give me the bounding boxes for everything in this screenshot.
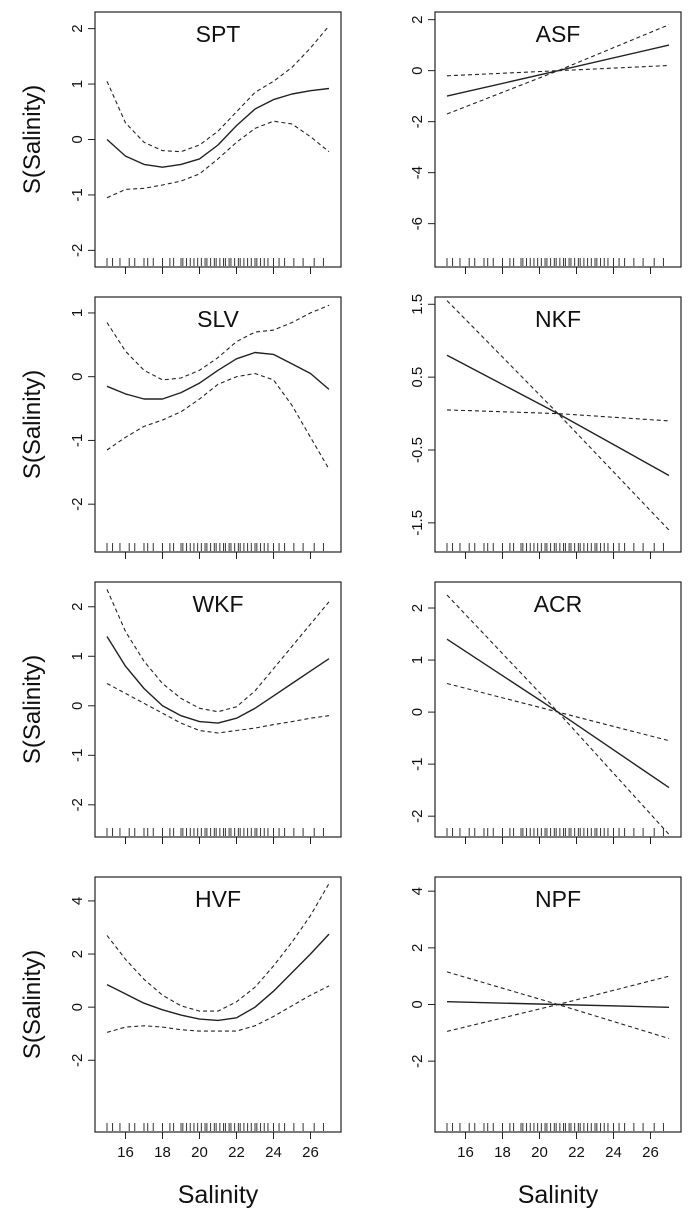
y-tick-label: -1 — [69, 434, 86, 447]
confidence-band-upper — [106, 304, 330, 381]
y-tick-label: 0 — [409, 708, 426, 716]
y-tick-label: -2 — [69, 498, 86, 511]
confidence-band-lower — [446, 682, 670, 742]
y-tick-label: -1 — [69, 188, 86, 201]
confidence-band-lower — [106, 683, 330, 734]
x-tick-label: 16 — [457, 1144, 474, 1161]
confidence-band-upper — [446, 300, 670, 531]
y-tick-label: 0 — [409, 66, 426, 74]
plot-frame — [94, 876, 342, 1133]
confidence-band-upper — [446, 24, 670, 77]
y-axis-label: S(Salinity) — [19, 950, 46, 1059]
x-tick-label: 16 — [117, 1144, 134, 1161]
x-tick-label: 18 — [154, 1144, 171, 1161]
confidence-band-lower — [106, 985, 330, 1033]
y-tick-label: 4 — [409, 887, 426, 895]
panel-title: WKF — [192, 591, 243, 617]
y-tick-label: 0.5 — [409, 367, 426, 388]
confidence-band-lower — [446, 975, 670, 1032]
y-tick-label: -1 — [69, 749, 86, 762]
y-tick-label: -4 — [409, 166, 426, 179]
x-tick-label: 26 — [302, 1144, 319, 1161]
panel-title: SLV — [197, 306, 239, 332]
y-tick-label: 1.5 — [409, 294, 426, 315]
y-axis-label: S(Salinity) — [19, 85, 46, 194]
panel-slv: SLV -2 -1 0 1 S(Salinity) — [19, 296, 342, 559]
y-axis-label: S(Salinity) — [19, 655, 46, 764]
y-tick-label: 2 — [409, 604, 426, 612]
confidence-band-upper — [106, 589, 330, 713]
y-tick-label: 0 — [69, 373, 86, 381]
panel-title: ACR — [534, 591, 583, 617]
panel-title: NKF — [535, 306, 581, 332]
y-tick-label: 0 — [69, 1003, 86, 1011]
y-tick-label: 1 — [409, 656, 426, 664]
confidence-band-upper — [106, 883, 330, 1012]
y-tick-label: 1 — [69, 80, 86, 88]
panel-title: NPF — [535, 886, 581, 912]
smooth-curve — [106, 636, 330, 724]
y-tick-label: -2 — [69, 798, 86, 811]
y-tick-label: 1 — [69, 309, 86, 317]
confidence-band-lower — [106, 372, 330, 470]
x-tick-label: 22 — [568, 1144, 585, 1161]
y-tick-label: -1.5 — [409, 510, 426, 536]
y-tick-label: -0.5 — [409, 437, 426, 463]
y-tick-label: 0 — [409, 1000, 426, 1008]
plot-frame — [434, 581, 682, 838]
y-tick-label: 2 — [409, 944, 426, 952]
y-tick-label: 2 — [69, 950, 86, 958]
panel-title: SPT — [196, 21, 241, 47]
y-tick-label: 1 — [69, 652, 86, 660]
plot-frame — [94, 11, 342, 268]
x-tick-label: 26 — [642, 1144, 659, 1161]
panel-acr: ACR -2 -1 0 1 2 — [409, 581, 682, 844]
y-tick-label: -2 — [69, 244, 86, 257]
smooth-curve — [106, 933, 330, 1022]
y-tick-label: -2 — [69, 1054, 86, 1067]
confidence-band-upper — [106, 25, 330, 153]
confidence-band-lower — [446, 409, 670, 422]
plot-frame — [94, 581, 342, 838]
y-tick-label: 0 — [69, 135, 86, 143]
panel-nkf: NKF -1.5 -0.5 0.5 1.5 — [409, 294, 682, 559]
y-tick-label: 2 — [409, 15, 426, 23]
x-tick-label: 24 — [605, 1144, 622, 1161]
confidence-band-lower — [106, 120, 330, 199]
plot-frame — [434, 296, 682, 553]
y-tick-label: 2 — [69, 24, 86, 32]
smooth-curve — [106, 351, 330, 400]
panel-asf: ASF -6 -4 -2 0 2 — [409, 11, 682, 274]
y-tick-label: 2 — [69, 603, 86, 611]
x-axis-label: Salinity — [178, 1181, 259, 1209]
y-tick-label: 4 — [69, 897, 86, 905]
y-tick-label: -2 — [409, 810, 426, 823]
smooth-curve — [446, 354, 670, 477]
y-tick-label: -2 — [409, 115, 426, 128]
x-tick-label: 24 — [265, 1144, 282, 1161]
y-tick-label: -1 — [409, 757, 426, 770]
x-axis-label: Salinity — [518, 1181, 599, 1209]
panel-title: HVF — [195, 886, 241, 912]
x-tick-label: 20 — [531, 1144, 548, 1161]
x-tick-label: 20 — [191, 1144, 208, 1161]
y-tick-label: -2 — [409, 1054, 426, 1067]
panel-title: ASF — [536, 21, 581, 47]
plot-frame — [434, 11, 682, 268]
smooth-curve — [106, 87, 330, 168]
y-tick-label: 0 — [69, 702, 86, 710]
x-tick-label: 18 — [494, 1144, 511, 1161]
y-axis-label: S(Salinity) — [19, 370, 46, 479]
panel-spt: SPT -2 -1 0 1 2 S(Salinity) — [19, 11, 342, 274]
panel-wkf: WKF -2 -1 0 1 2 S(Salinity) — [19, 581, 342, 844]
y-tick-label: -6 — [409, 217, 426, 230]
confidence-band-lower — [446, 64, 670, 115]
x-tick-label: 22 — [228, 1144, 245, 1161]
plot-frame — [94, 296, 342, 553]
